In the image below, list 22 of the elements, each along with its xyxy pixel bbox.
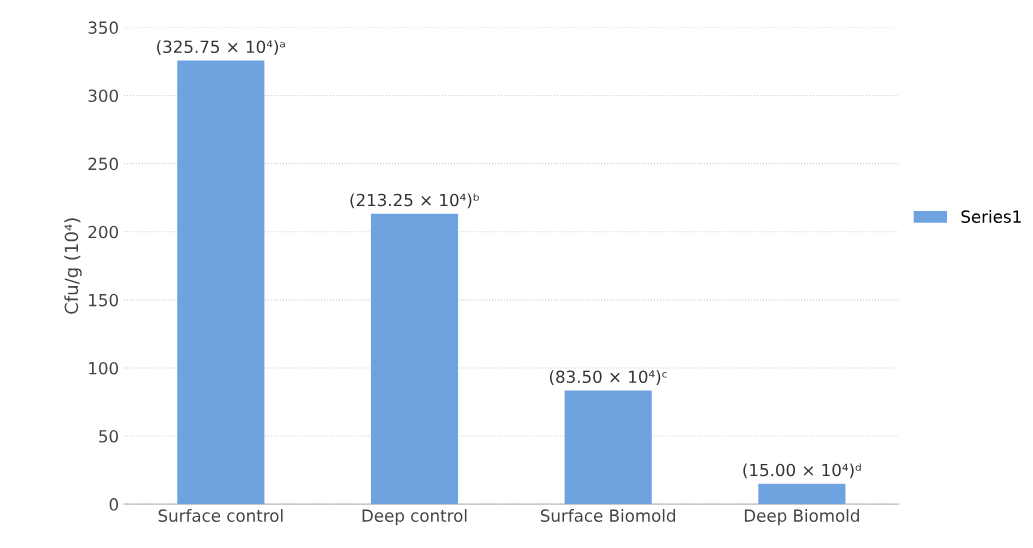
y-tick-label: 0 xyxy=(109,498,118,511)
x-tick-label: Deep Biomold xyxy=(744,509,859,526)
data-label: (213.25 × 10⁴)ᵇ xyxy=(350,193,479,209)
y-tick-label: 100 xyxy=(89,361,118,375)
bar xyxy=(564,390,652,505)
x-tick-label: Surface Biomold xyxy=(540,509,676,522)
y-tick-label: 350 xyxy=(88,21,118,34)
bar xyxy=(177,60,265,505)
bar xyxy=(758,483,846,505)
data-label: (325.75 × 10⁴)ᵃ xyxy=(157,40,285,55)
y-tick-label: 50 xyxy=(99,430,118,443)
y-tick-label: 150 xyxy=(89,293,118,307)
data-label: (83.50 × 10⁴)ᶜ xyxy=(549,370,667,385)
x-tick-label: Surface control xyxy=(158,509,283,522)
y-tick-label: 250 xyxy=(88,157,118,171)
y-tick-label: 200 xyxy=(88,225,118,239)
bar xyxy=(370,213,459,505)
data-label: (15.00 × 10⁴)ᵈ xyxy=(743,463,861,479)
y-axis-title: Cfu/g (10⁴) xyxy=(64,218,82,314)
x-tick-label: Deep control xyxy=(362,509,467,526)
y-tick-label: 300 xyxy=(88,89,118,103)
legend-label: Series1 xyxy=(961,210,1021,223)
